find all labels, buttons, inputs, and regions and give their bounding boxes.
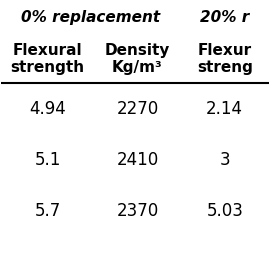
Text: Density
Kg/m³: Density Kg/m³ <box>105 43 170 75</box>
Text: 5.1: 5.1 <box>34 151 61 169</box>
Text: 2.14: 2.14 <box>206 100 243 118</box>
Text: 20% r: 20% r <box>200 10 249 25</box>
Text: 2410: 2410 <box>116 151 159 169</box>
Text: 2370: 2370 <box>116 202 159 220</box>
Text: Flexural
strength: Flexural strength <box>10 43 85 75</box>
Text: 2270: 2270 <box>116 100 159 118</box>
Text: 5.7: 5.7 <box>34 202 61 220</box>
Text: Flexur
streng: Flexur streng <box>197 43 253 75</box>
Text: 4.94: 4.94 <box>29 100 66 118</box>
Text: 3: 3 <box>220 151 230 169</box>
Text: 0% replacement: 0% replacement <box>21 10 160 25</box>
Text: 5.03: 5.03 <box>206 202 243 220</box>
